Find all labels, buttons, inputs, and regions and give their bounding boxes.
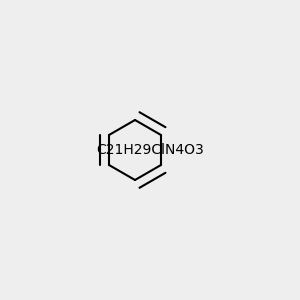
Text: C21H29ClN4O3: C21H29ClN4O3 xyxy=(96,143,204,157)
